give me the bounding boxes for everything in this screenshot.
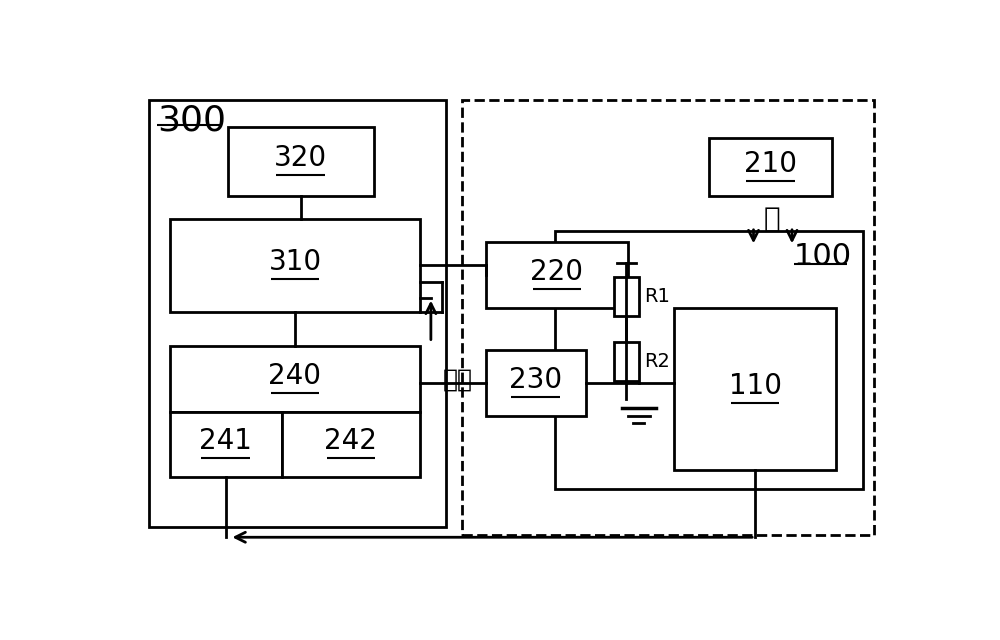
Text: 230: 230 bbox=[509, 366, 562, 394]
Text: 300: 300 bbox=[157, 104, 226, 138]
Text: 110: 110 bbox=[729, 372, 782, 399]
Text: 光: 光 bbox=[764, 205, 780, 232]
Bar bbox=[486, 350, 586, 415]
Bar bbox=[170, 412, 282, 477]
Text: R1: R1 bbox=[644, 287, 670, 306]
Text: 210: 210 bbox=[744, 150, 797, 178]
Bar bbox=[282, 412, 420, 477]
Bar bbox=[614, 342, 639, 381]
Text: 100: 100 bbox=[794, 243, 852, 271]
Text: 240: 240 bbox=[268, 362, 321, 390]
Bar bbox=[462, 100, 874, 535]
Bar bbox=[555, 231, 863, 489]
Bar bbox=[149, 100, 446, 527]
Text: 242: 242 bbox=[324, 428, 377, 456]
Text: 数据: 数据 bbox=[443, 367, 473, 392]
Bar bbox=[614, 277, 639, 316]
Bar bbox=[170, 220, 420, 312]
Bar bbox=[674, 308, 836, 470]
Bar bbox=[486, 243, 628, 308]
Text: 241: 241 bbox=[199, 428, 252, 456]
Bar bbox=[709, 138, 832, 196]
Text: 220: 220 bbox=[530, 258, 583, 286]
Bar bbox=[228, 127, 374, 196]
Text: 310: 310 bbox=[268, 248, 322, 276]
Text: R2: R2 bbox=[644, 352, 670, 371]
Bar bbox=[170, 346, 420, 412]
Text: 320: 320 bbox=[274, 145, 327, 172]
